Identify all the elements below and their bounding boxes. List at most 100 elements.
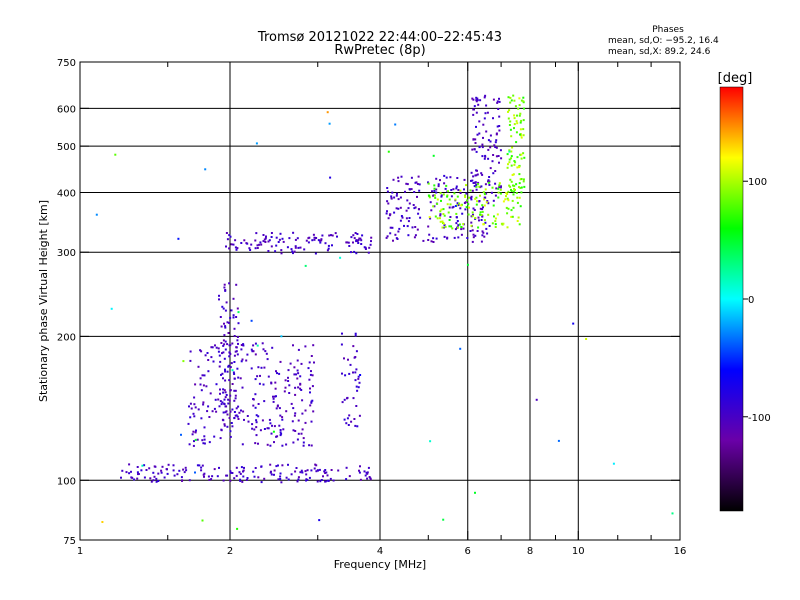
data-point (439, 215, 441, 217)
data-point (242, 476, 244, 478)
data-point (434, 188, 436, 190)
data-point (481, 241, 483, 243)
data-point (295, 373, 297, 375)
data-point (368, 467, 370, 469)
data-point (408, 207, 410, 209)
data-point (484, 219, 486, 221)
data-point (495, 139, 497, 141)
data-point (237, 377, 239, 379)
data-point (276, 407, 278, 409)
data-point (224, 289, 226, 291)
data-point (468, 197, 470, 199)
data-point (489, 225, 491, 227)
data-point (213, 361, 215, 363)
data-point (279, 239, 281, 241)
data-point (415, 234, 417, 236)
data-point (136, 478, 138, 480)
data-point (354, 371, 356, 373)
data-point (442, 227, 444, 229)
data-point (243, 470, 245, 472)
data-point (494, 170, 496, 172)
data-point (292, 420, 294, 422)
data-point (305, 265, 307, 267)
data-point (276, 372, 278, 374)
data-point (219, 355, 221, 357)
data-point (450, 189, 452, 191)
data-point (256, 142, 258, 144)
data-point (275, 245, 277, 247)
data-point (229, 480, 231, 482)
data-point (202, 404, 204, 406)
data-point (449, 219, 451, 221)
data-point (520, 191, 522, 193)
data-point (281, 419, 283, 421)
data-point (255, 426, 257, 428)
data-point (279, 478, 281, 480)
x-tick-label: 8 (527, 546, 533, 557)
data-point (453, 206, 455, 208)
data-point (466, 200, 468, 202)
data-point (267, 358, 269, 360)
data-point (308, 444, 310, 446)
data-point (218, 351, 220, 353)
data-point (233, 244, 235, 246)
data-point (474, 185, 476, 187)
data-point (188, 405, 190, 407)
data-point (470, 198, 472, 200)
x-tick-label: 16 (674, 546, 687, 557)
data-point (254, 476, 256, 478)
data-point (480, 172, 482, 174)
data-point (259, 375, 261, 377)
data-point (263, 384, 265, 386)
data-point (386, 213, 388, 215)
data-point (220, 316, 222, 318)
data-point (672, 512, 674, 514)
data-point (476, 100, 478, 102)
data-point (416, 196, 418, 198)
data-point (317, 481, 319, 483)
data-point (449, 176, 451, 178)
data-point (215, 399, 217, 401)
data-point (230, 436, 232, 438)
data-point (224, 369, 226, 371)
data-point (445, 188, 447, 190)
data-point (418, 208, 420, 210)
data-point (348, 373, 350, 375)
data-point (462, 223, 464, 225)
data-point (274, 250, 276, 252)
data-point (439, 217, 441, 219)
data-point (291, 473, 293, 475)
data-point (229, 317, 231, 319)
data-point (249, 249, 251, 251)
data-point (231, 309, 233, 311)
data-point (191, 408, 193, 410)
data-point (219, 389, 221, 391)
data-point (335, 232, 337, 234)
data-point (474, 492, 476, 494)
data-point (210, 346, 212, 348)
data-point (460, 192, 462, 194)
data-point (237, 416, 239, 418)
data-point (269, 445, 271, 447)
data-point (397, 208, 399, 210)
data-point (195, 430, 197, 432)
data-point (471, 225, 473, 227)
data-point (353, 397, 355, 399)
y-tick-label: 100 (57, 476, 76, 487)
data-point (478, 217, 480, 219)
data-point (234, 328, 236, 330)
data-point (263, 367, 265, 369)
data-point (347, 417, 349, 419)
data-point (230, 366, 232, 368)
data-point (328, 235, 330, 237)
data-point (463, 188, 465, 190)
data-point (297, 360, 299, 362)
data-point (442, 221, 444, 223)
y-tick-label: 600 (57, 104, 76, 115)
data-point (303, 442, 305, 444)
data-point (239, 479, 241, 481)
data-point (185, 469, 187, 471)
data-point (327, 111, 329, 113)
data-point (507, 153, 509, 155)
